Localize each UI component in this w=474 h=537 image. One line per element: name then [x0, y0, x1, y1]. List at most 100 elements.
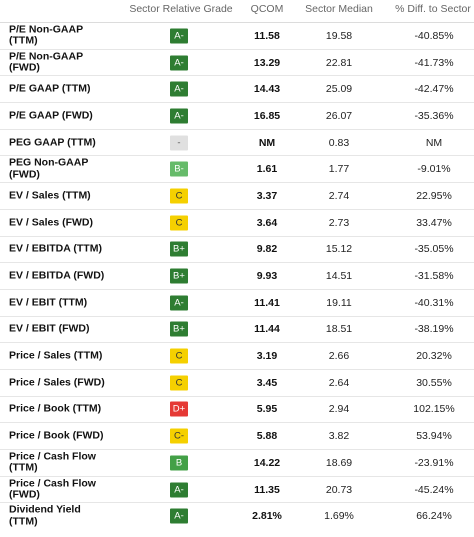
- qcom-value: 3.45: [256, 376, 278, 389]
- sector-median-value: 20.73: [325, 483, 353, 496]
- diff-to-sector-value: 22.95%: [416, 189, 452, 202]
- sector-median-value: 14.51: [325, 270, 353, 283]
- diff-to-sector-value: 66.24%: [416, 510, 452, 523]
- table-row: P/E Non-GAAP (FWD) A- 13.29 22.81 -41.73%: [0, 50, 474, 77]
- grade-badge: C: [170, 348, 188, 364]
- table-row: Dividend Yield (TTM) A- 2.81% 1.69% 66.24%: [0, 503, 474, 529]
- metric-label: P/E Non-GAAP (FWD): [9, 50, 84, 74]
- sector-median-value: 2.66: [328, 350, 350, 363]
- table-row: P/E Non-GAAP (TTM) A- 11.58 19.58 -40.85%: [0, 23, 474, 50]
- metric-label: P/E GAAP (TTM): [9, 82, 91, 95]
- sector-median-value: 18.69: [325, 456, 353, 469]
- table-row: P/E GAAP (TTM) A- 14.43 25.09 -42.47%: [0, 76, 474, 104]
- table-row: EV / Sales (FWD) C 3.64 2.73 33.47%: [0, 210, 474, 237]
- sector-median-value: 19.11: [326, 296, 352, 309]
- metric-label: EV / Sales (TTM): [9, 189, 91, 202]
- diff-to-sector-value: -40.31%: [414, 296, 454, 309]
- diff-to-sector-value: 102.15%: [413, 403, 455, 416]
- sector-median-value: 18.51: [325, 323, 353, 336]
- qcom-value: 3.64: [256, 216, 278, 229]
- grade-badge: A-: [170, 295, 188, 311]
- metric-label: Price / Book (TTM): [9, 402, 102, 415]
- grade-badge: D+: [170, 401, 188, 417]
- metric-label: EV / EBIT (TTM): [9, 295, 88, 308]
- grade-badge: C-: [170, 428, 188, 444]
- qcom-value: 5.95: [256, 403, 278, 416]
- table-row: EV / EBITDA (TTM) B+ 9.82 15.12 -35.05%: [0, 237, 474, 264]
- qcom-value: 9.82: [256, 243, 278, 256]
- qcom-value: NM: [258, 136, 276, 149]
- grade-badge: B: [170, 455, 188, 471]
- diff-to-sector-value: -9.01%: [417, 163, 451, 176]
- grade-badge: B+: [170, 321, 188, 337]
- qcom-value: 5.88: [256, 430, 278, 443]
- table-row: EV / EBITDA (FWD) B+ 9.93 14.51 -31.58%: [0, 263, 474, 290]
- qcom-value: 14.22: [253, 456, 281, 469]
- diff-to-sector-value: -23.91%: [414, 456, 454, 469]
- grade-badge: A-: [170, 482, 188, 498]
- grade-badge: C: [170, 188, 188, 204]
- qcom-value: 16.85: [253, 109, 281, 122]
- metric-label: PEG Non-GAAP (FWD): [9, 156, 89, 181]
- qcom-value: 14.43: [253, 83, 281, 96]
- sector-median-value: 15.12: [325, 243, 353, 256]
- table-row: Price / Book (FWD) C- 5.88 3.82 53.94%: [0, 423, 474, 450]
- metric-label: EV / EBIT (FWD): [9, 322, 90, 335]
- qcom-value: 3.19: [256, 350, 278, 363]
- qcom-value: 11.41: [254, 296, 280, 309]
- table-row: P/E GAAP (FWD) A- 16.85 26.07 -35.36%: [0, 103, 474, 130]
- table-row: EV / Sales (TTM) C 3.37 2.74 22.95%: [0, 183, 474, 210]
- metric-label: Price / Cash Flow (FWD): [9, 477, 96, 501]
- metric-label: Price / Sales (FWD): [9, 376, 105, 389]
- grade-badge: C: [170, 375, 188, 391]
- diff-to-sector-value: -45.24%: [414, 483, 454, 496]
- metric-label: Dividend Yield (TTM): [9, 503, 81, 528]
- sector-median-value: 1.77: [328, 163, 350, 176]
- table-row: Price / Sales (TTM) C 3.19 2.66 20.32%: [0, 343, 474, 370]
- header-diff-to-sector[interactable]: % Diff. to Sector: [395, 3, 471, 15]
- metric-label: EV / Sales (FWD): [9, 215, 94, 228]
- sector-median-value: 19.58: [325, 29, 353, 42]
- sector-median-value: 2.73: [328, 216, 350, 229]
- grade-badge: B+: [170, 268, 188, 284]
- sector-median-value: 2.64: [328, 376, 350, 389]
- diff-to-sector-value: -42.47%: [414, 83, 454, 96]
- diff-to-sector-value: -35.05%: [414, 243, 454, 256]
- diff-to-sector-value: -31.58%: [414, 270, 454, 283]
- metric-label: P/E GAAP (FWD): [9, 109, 93, 122]
- diff-to-sector-value: 53.94%: [416, 430, 452, 443]
- diff-to-sector-value: -38.19%: [414, 323, 454, 336]
- table-header: Sector Relative Grade QCOM Sector Median…: [0, 0, 474, 23]
- metric-label: Price / Sales (TTM): [9, 349, 103, 362]
- diff-to-sector-value: 30.55%: [416, 376, 452, 389]
- grade-badge: A-: [170, 81, 188, 97]
- sector-median-value: 1.69%: [324, 510, 354, 523]
- qcom-value: 3.37: [256, 189, 278, 202]
- table-body: P/E Non-GAAP (TTM) A- 11.58 19.58 -40.85% P/E…: [0, 23, 474, 529]
- diff-to-sector-value: NM: [425, 136, 443, 149]
- grade-badge: B+: [170, 241, 188, 257]
- diff-to-sector-value: 33.47%: [416, 216, 452, 229]
- table-row: Price / Sales (FWD) C 3.45 2.64 30.55%: [0, 370, 474, 397]
- table-row: Price / Cash Flow (TTM) B 14.22 18.69 -23.91…: [0, 450, 474, 477]
- header-qcom[interactable]: QCOM: [250, 3, 284, 15]
- metric-label: Price / Cash Flow (TTM): [9, 450, 96, 474]
- qcom-value: 9.93: [256, 270, 278, 283]
- sector-median-value: 26.07: [325, 109, 353, 122]
- sector-median-value: 25.09: [325, 83, 353, 96]
- table-row: PEG Non-GAAP (FWD) B- 1.61 1.77 -9.01%: [0, 156, 474, 184]
- grade-badge: A-: [170, 108, 188, 124]
- table-row: Price / Cash Flow (FWD) A- 11.35 20.73 -45.2…: [0, 477, 474, 504]
- sector-median-value: 2.94: [328, 403, 350, 416]
- metric-label: EV / EBITDA (TTM): [9, 242, 102, 255]
- grade-badge: C: [170, 215, 188, 231]
- qcom-value: 11.58: [254, 29, 280, 42]
- header-sector-median[interactable]: Sector Median: [305, 3, 373, 15]
- header-sector-relative-grade[interactable]: Sector Relative Grade: [129, 3, 233, 15]
- grade-badge: A-: [170, 508, 188, 524]
- diff-to-sector-value: -35.36%: [414, 109, 454, 122]
- diff-to-sector-value: -41.73%: [414, 56, 454, 69]
- sector-median-value: 2.74: [328, 189, 350, 202]
- qcom-value: 2.81%: [252, 510, 282, 523]
